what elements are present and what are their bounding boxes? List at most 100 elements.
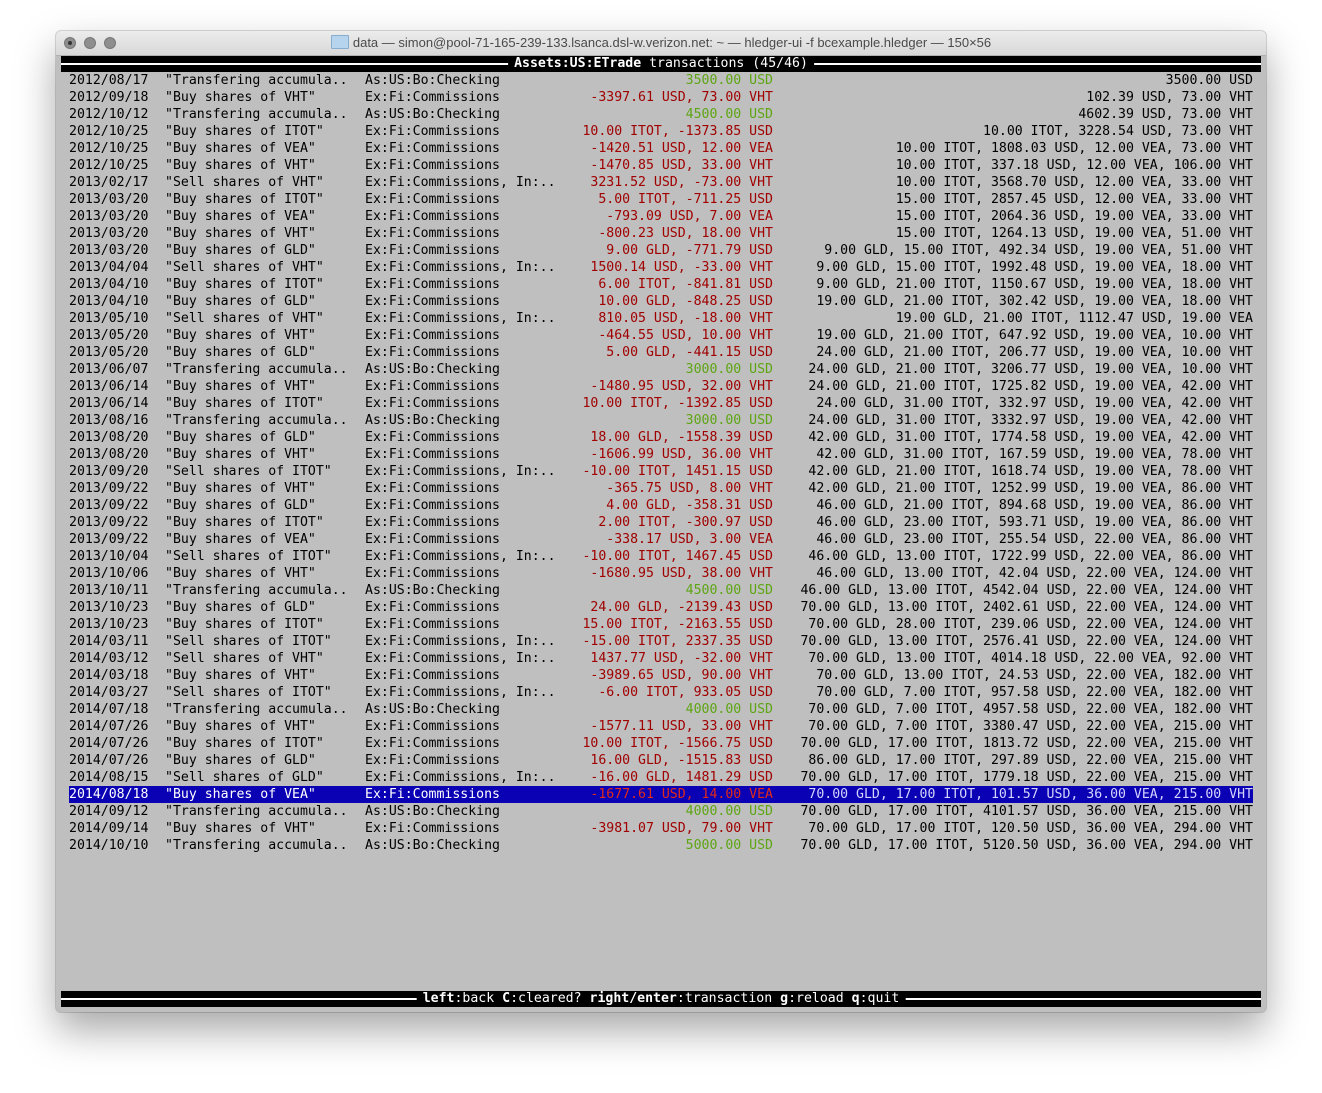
- table-row[interactable]: 2014/07/26 "Buy shares of ITOT" Ex:Fi:Comm…: [61, 735, 1261, 752]
- table-row[interactable]: 2013/09/22 "Buy shares of VEA" Ex:Fi:Commi…: [61, 531, 1261, 548]
- table-row[interactable]: 2013/10/23 "Buy shares of ITOT" Ex:Fi:Comm…: [61, 616, 1261, 633]
- table-row-selected[interactable]: 2014/08/18 "Buy shares of VEA" Ex:Fi:Commi…: [69, 786, 1253, 803]
- table-row[interactable]: 2013/04/10 "Buy shares of ITOT" Ex:Fi:Comm…: [61, 276, 1261, 293]
- amount-cell: 6.00 ITOT, -841.81 USD: [598, 277, 773, 292]
- terminal-content[interactable]: Assets:US:ETrade transactions (45/46) 20…: [61, 56, 1261, 1008]
- table-row[interactable]: 2014/10/10 "Transfering accumula.. As:US:B…: [61, 837, 1261, 854]
- account-cell: Ex:Fi:Commissions: [365, 124, 500, 139]
- table-row[interactable]: 2014/07/26 "Buy shares of GLD" Ex:Fi:Commi…: [61, 752, 1261, 769]
- description-cell: "Buy shares of GLD": [165, 243, 316, 258]
- key-name: C: [502, 991, 511, 1006]
- date-cell: 2014/03/12: [69, 651, 149, 666]
- description-cell: "Buy shares of VHT": [165, 379, 316, 394]
- table-row[interactable]: 2013/06/07 "Transfering accumula.. As:US:B…: [61, 361, 1261, 378]
- table-row[interactable]: 2013/03/20 "Buy shares of VHT" Ex:Fi:Commi…: [61, 225, 1261, 242]
- balance-cell: 9.00 GLD, 15.00 ITOT, 492.34 USD, 19.00 …: [824, 243, 1253, 258]
- table-row[interactable]: 2013/10/04 "Sell shares of ITOT" Ex:Fi:Com…: [61, 548, 1261, 565]
- table-row[interactable]: 2013/05/20 "Buy shares of GLD" Ex:Fi:Commi…: [61, 344, 1261, 361]
- balance-cell: 102.39 USD, 73.00 VHT: [1086, 90, 1253, 105]
- amount-cell: -1577.11 USD, 33.00 VHT: [590, 719, 773, 734]
- amount-cell: 4500.00 USD: [685, 107, 773, 122]
- account-cell: Ex:Fi:Commissions: [365, 787, 500, 802]
- balance-cell: 10.00 ITOT, 3568.70 USD, 12.00 VEA, 33.0…: [895, 175, 1253, 190]
- description-cell: "Transfering accumula..: [165, 107, 348, 122]
- table-row[interactable]: 2014/09/12 "Transfering accumula.. As:US:B…: [61, 803, 1261, 820]
- amount-cell: 10.00 ITOT, -1373.85 USD: [582, 124, 773, 139]
- table-row[interactable]: 2012/10/25 "Buy shares of ITOT" Ex:Fi:Comm…: [61, 123, 1261, 140]
- table-row[interactable]: 2012/10/12 "Transfering accumula.. As:US:B…: [61, 106, 1261, 123]
- key-action: quit: [867, 991, 900, 1006]
- amount-cell: 2.00 ITOT, -300.97 USD: [598, 515, 773, 530]
- account-cell: Ex:Fi:Commissions, In:..: [365, 549, 556, 564]
- table-row[interactable]: 2014/03/11 "Sell shares of ITOT" Ex:Fi:Com…: [61, 633, 1261, 650]
- amount-cell: 5.00 GLD, -441.15 USD: [606, 345, 773, 360]
- table-row[interactable]: 2013/08/20 "Buy shares of VHT" Ex:Fi:Commi…: [61, 446, 1261, 463]
- amount-cell: -3397.61 USD, 73.00 VHT: [590, 90, 773, 105]
- account-cell: Ex:Fi:Commissions: [365, 294, 500, 309]
- description-cell: "Transfering accumula..: [165, 838, 348, 853]
- close-button[interactable]: [64, 37, 76, 49]
- table-row[interactable]: 2013/08/20 "Buy shares of GLD" Ex:Fi:Commi…: [61, 429, 1261, 446]
- table-row[interactable]: 2013/04/04 "Sell shares of VHT" Ex:Fi:Comm…: [61, 259, 1261, 276]
- table-row[interactable]: 2014/09/14 "Buy shares of VHT" Ex:Fi:Commi…: [61, 820, 1261, 837]
- table-row[interactable]: 2013/05/20 "Buy shares of VHT" Ex:Fi:Commi…: [61, 327, 1261, 344]
- account-cell: Ex:Fi:Commissions: [365, 209, 500, 224]
- minimize-button[interactable]: [84, 37, 96, 49]
- table-row[interactable]: 2012/09/18 "Buy shares of VHT" Ex:Fi:Commi…: [61, 89, 1261, 106]
- balance-cell: 46.00 GLD, 23.00 ITOT, 593.71 USD, 19.00…: [816, 515, 1253, 530]
- balance-cell: 46.00 GLD, 13.00 ITOT, 42.04 USD, 22.00 …: [816, 566, 1253, 581]
- date-cell: 2013/03/20: [69, 209, 149, 224]
- date-cell: 2013/09/22: [69, 481, 149, 496]
- amount-cell: 10.00 GLD, -848.25 USD: [598, 294, 773, 309]
- table-row[interactable]: 2013/02/17 "Sell shares of VHT" Ex:Fi:Comm…: [61, 174, 1261, 191]
- key-action: cleared?: [518, 991, 582, 1006]
- table-row[interactable]: 2013/03/20 "Buy shares of VEA" Ex:Fi:Commi…: [61, 208, 1261, 225]
- table-row[interactable]: 2013/09/22 "Buy shares of VHT" Ex:Fi:Commi…: [61, 480, 1261, 497]
- account-cell: Ex:Fi:Commissions: [365, 498, 500, 513]
- date-cell: 2013/06/07: [69, 362, 149, 377]
- account-cell: Ex:Fi:Commissions, In:..: [365, 260, 556, 275]
- account-cell: Ex:Fi:Commissions, In:..: [365, 311, 556, 326]
- amount-cell: 4000.00 USD: [685, 702, 773, 717]
- table-row[interactable]: 2013/10/23 "Buy shares of GLD" Ex:Fi:Commi…: [61, 599, 1261, 616]
- table-row[interactable]: 2013/10/06 "Buy shares of VHT" Ex:Fi:Commi…: [61, 565, 1261, 582]
- description-cell: "Buy shares of ITOT": [165, 277, 324, 292]
- key-hint: C:cleared?: [502, 991, 582, 1006]
- balance-cell: 70.00 GLD, 17.00 ITOT, 5120.50 USD, 36.0…: [800, 838, 1253, 853]
- balance-cell: 19.00 GLD, 21.00 ITOT, 302.42 USD, 19.00…: [816, 294, 1253, 309]
- table-row[interactable]: 2013/03/20 "Buy shares of GLD" Ex:Fi:Commi…: [61, 242, 1261, 259]
- zoom-button[interactable]: [104, 37, 116, 49]
- table-row[interactable]: 2014/08/15 "Sell shares of GLD" Ex:Fi:Comm…: [61, 769, 1261, 786]
- table-row[interactable]: 2012/10/25 "Buy shares of VHT" Ex:Fi:Commi…: [61, 157, 1261, 174]
- window-title-text: data — simon@pool-71-165-239-133.lsanca.…: [352, 35, 992, 50]
- table-row[interactable]: 2014/07/26 "Buy shares of VHT" Ex:Fi:Commi…: [61, 718, 1261, 735]
- account-cell: As:US:Bo:Checking: [365, 804, 500, 819]
- amount-cell: -1677.61 USD, 14.00 VEA: [590, 787, 773, 802]
- amount-cell: 810.05 USD, -18.00 VHT: [598, 311, 773, 326]
- balance-cell: 10.00 ITOT, 3228.54 USD, 73.00 VHT: [983, 124, 1253, 139]
- table-row[interactable]: 2013/09/22 "Buy shares of GLD" Ex:Fi:Commi…: [61, 497, 1261, 514]
- table-row[interactable]: 2013/06/14 "Buy shares of VHT" Ex:Fi:Commi…: [61, 378, 1261, 395]
- table-row[interactable]: 2013/03/20 "Buy shares of ITOT" Ex:Fi:Comm…: [61, 191, 1261, 208]
- footer-bar: left:back C:cleared? right/enter:transac…: [61, 991, 1261, 1007]
- date-cell: 2013/06/14: [69, 396, 149, 411]
- table-row[interactable]: 2013/08/16 "Transfering accumula.. As:US:B…: [61, 412, 1261, 429]
- description-cell: "Buy shares of ITOT": [165, 617, 324, 632]
- account-cell: Ex:Fi:Commissions: [365, 430, 500, 445]
- date-cell: 2014/08/18: [69, 787, 149, 802]
- table-row[interactable]: 2013/06/14 "Buy shares of ITOT" Ex:Fi:Comm…: [61, 395, 1261, 412]
- table-row[interactable]: 2013/05/10 "Sell shares of VHT" Ex:Fi:Comm…: [61, 310, 1261, 327]
- table-row[interactable]: 2014/03/27 "Sell shares of ITOT" Ex:Fi:Com…: [61, 684, 1261, 701]
- table-row[interactable]: 2014/07/18 "Transfering accumula.. As:US:B…: [61, 701, 1261, 718]
- table-row[interactable]: 2013/04/10 "Buy shares of GLD" Ex:Fi:Commi…: [61, 293, 1261, 310]
- table-row[interactable]: 2014/03/18 "Buy shares of VHT" Ex:Fi:Commi…: [61, 667, 1261, 684]
- table-row[interactable]: 2012/08/17 "Transfering accumula.. As:US:B…: [61, 72, 1261, 89]
- table-row[interactable]: 2012/10/25 "Buy shares of VEA" Ex:Fi:Commi…: [61, 140, 1261, 157]
- table-row[interactable]: 2014/03/12 "Sell shares of VHT" Ex:Fi:Comm…: [61, 650, 1261, 667]
- account-cell: Ex:Fi:Commissions: [365, 192, 500, 207]
- table-row[interactable]: 2013/09/22 "Buy shares of ITOT" Ex:Fi:Comm…: [61, 514, 1261, 531]
- amount-cell: 9.00 GLD, -771.79 USD: [606, 243, 773, 258]
- window-title: data — simon@pool-71-165-239-133.lsanca.…: [56, 35, 1266, 50]
- table-row[interactable]: 2013/09/20 "Sell shares of ITOT" Ex:Fi:Com…: [61, 463, 1261, 480]
- table-row[interactable]: 2013/10/11 "Transfering accumula.. As:US:B…: [61, 582, 1261, 599]
